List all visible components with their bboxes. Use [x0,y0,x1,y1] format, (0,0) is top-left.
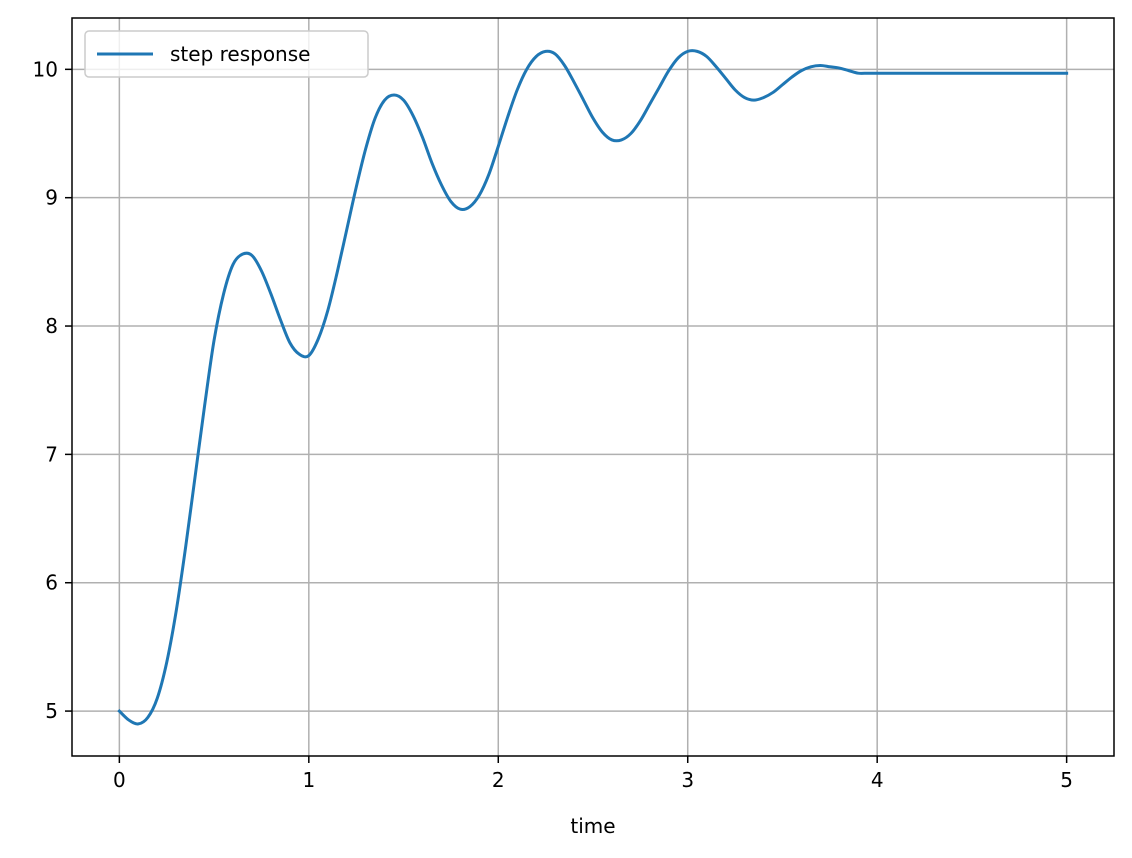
x-tick-label: 4 [871,768,884,792]
y-tick-label: 6 [45,571,58,595]
legend: step response [84,30,369,78]
y-tick-label: 10 [33,57,58,81]
x-tick-label: 0 [113,768,126,792]
x-tick-label: 5 [1060,768,1073,792]
legend-box [84,30,369,78]
y-tick-label: 5 [45,699,58,723]
plot-area [72,18,1114,756]
y-tick-label: 9 [45,186,58,210]
y-tick-label: 7 [45,442,58,466]
y-tick-label: 8 [45,314,58,338]
x-tick-label: 2 [492,768,505,792]
x-tick-label: 3 [681,768,694,792]
ticks: 0 1 2 3 4 5 5 6 7 8 9 10 [33,57,1073,792]
series-layer [117,49,1069,726]
legend-label-step-response: step response [170,42,310,66]
series-line-step-response [117,49,1069,726]
x-tick-label: 1 [302,768,315,792]
plot-frame [71,17,1115,757]
x-axis-label: time [570,814,615,838]
grid [72,18,1114,756]
